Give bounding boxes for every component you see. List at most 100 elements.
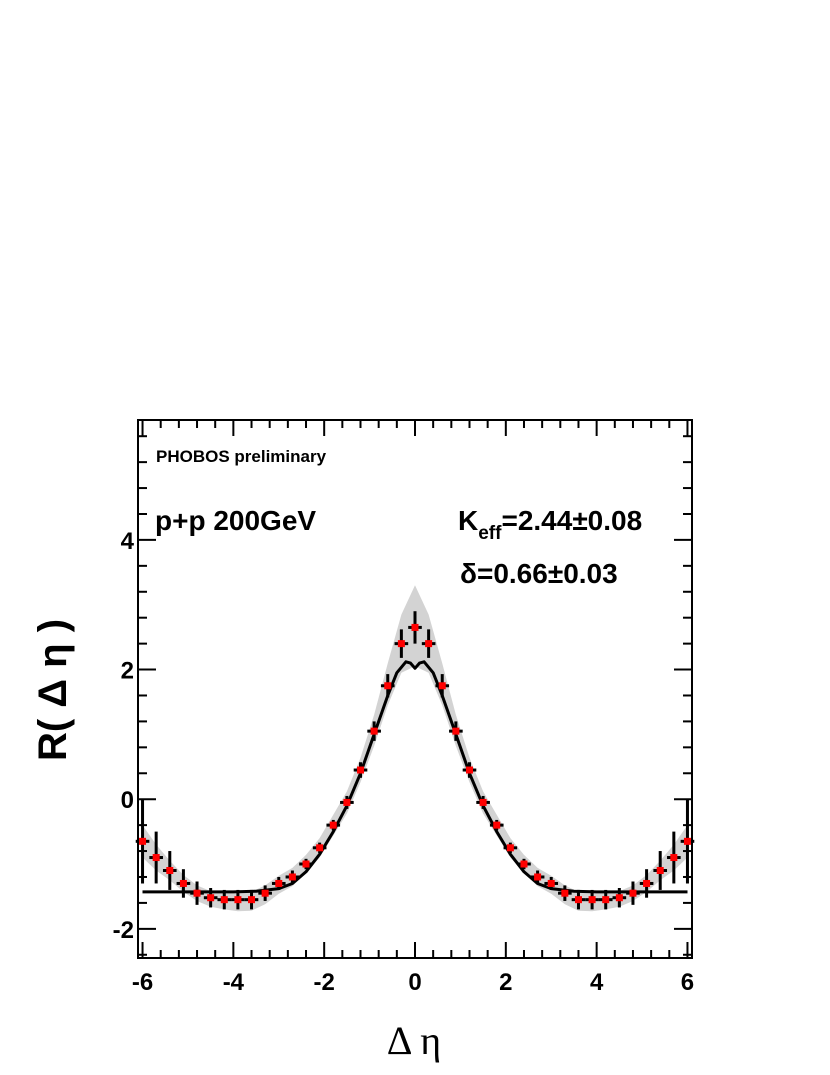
data-point — [544, 876, 559, 890]
data-marker — [166, 866, 174, 874]
data-point — [462, 762, 477, 778]
data-point — [312, 842, 327, 853]
data-marker — [547, 879, 555, 887]
systematic-band — [142, 585, 688, 912]
data-marker — [561, 889, 569, 897]
fit-curve — [142, 660, 688, 894]
data-marker — [574, 896, 582, 904]
x-tick-label: 0 — [408, 969, 421, 996]
data-marker — [234, 896, 242, 904]
data-marker — [275, 879, 283, 887]
data-point — [190, 881, 204, 905]
data-marker — [493, 821, 501, 829]
data-marker — [506, 844, 514, 852]
data-point — [244, 889, 259, 910]
data-point — [231, 889, 245, 910]
x-tick-label: 2 — [499, 969, 512, 996]
data-marker — [397, 640, 405, 648]
data-marker — [248, 896, 256, 904]
data-point — [367, 721, 381, 741]
data-point — [503, 842, 518, 853]
systematic-band-layer — [142, 585, 688, 912]
data-marker — [384, 682, 392, 690]
data-marker — [288, 873, 296, 881]
system-label: p+p 200GeV — [155, 505, 316, 536]
data-point — [476, 795, 490, 809]
data-point — [435, 674, 450, 698]
data-point — [299, 858, 313, 870]
data-marker — [629, 889, 637, 897]
data-point — [271, 876, 286, 890]
k-eff-value: =2.44±0.08 — [501, 505, 642, 536]
data-point — [489, 819, 504, 831]
data-point — [421, 629, 436, 658]
data-marker — [220, 896, 228, 904]
data-marker — [329, 821, 337, 829]
data-marker — [670, 854, 678, 862]
data-points-layer — [135, 611, 695, 910]
k-eff-label: Keff=2.44±0.08 — [458, 505, 642, 544]
data-marker — [179, 879, 187, 887]
data-marker — [411, 623, 419, 631]
data-marker — [452, 727, 460, 735]
data-point — [598, 889, 613, 910]
data-marker — [370, 727, 378, 735]
data-marker — [207, 894, 215, 902]
x-tick-label: 4 — [590, 969, 604, 996]
data-point — [326, 819, 341, 831]
data-marker — [534, 873, 542, 881]
y-tick-label: 0 — [121, 787, 134, 814]
data-marker — [357, 766, 365, 774]
data-marker — [302, 860, 310, 868]
data-marker — [615, 894, 623, 902]
data-marker — [438, 682, 446, 690]
data-marker — [602, 896, 610, 904]
x-tick-label: -4 — [223, 969, 245, 996]
data-point — [517, 858, 531, 870]
data-point — [394, 629, 409, 658]
delta-label: δ=0.66±0.03 — [460, 558, 618, 589]
data-point — [176, 869, 191, 898]
data-point — [571, 889, 586, 910]
data-marker — [193, 889, 201, 897]
data-point — [653, 851, 668, 890]
data-point — [667, 831, 681, 884]
data-point — [380, 674, 395, 698]
data-marker — [139, 837, 147, 845]
data-point — [408, 611, 422, 644]
data-point — [285, 870, 300, 884]
data-marker — [656, 866, 664, 874]
x-tick-label: -6 — [132, 969, 153, 996]
data-marker — [343, 798, 351, 806]
data-point — [162, 851, 177, 890]
data-marker — [520, 860, 528, 868]
experiment-label: PHOBOS preliminary — [156, 447, 327, 466]
y-tick-label: -2 — [113, 917, 134, 944]
data-point — [203, 887, 218, 908]
y-axis-label: R( Δ η ) — [31, 619, 75, 761]
data-point — [530, 870, 545, 884]
data-point — [340, 795, 354, 809]
fit-curve-layer — [142, 660, 688, 894]
x-tick-label: 6 — [681, 969, 694, 996]
data-point — [639, 869, 654, 898]
data-point — [258, 885, 272, 901]
plot-frame — [137, 419, 693, 959]
data-marker — [465, 766, 473, 774]
data-point — [353, 762, 368, 778]
data-marker — [683, 837, 691, 845]
data-marker — [425, 640, 433, 648]
data-marker — [152, 854, 160, 862]
data-point — [149, 831, 163, 884]
k-eff-subscript: eff — [478, 523, 502, 544]
data-point — [217, 889, 232, 910]
data-marker — [261, 889, 269, 897]
axes-ticks-layer: -6 -4 -2 0 2 4 6 -2 0 2 4 — [113, 420, 694, 996]
y-tick-label: 2 — [121, 658, 134, 685]
data-point — [449, 721, 463, 741]
y-tick-label: 4 — [121, 528, 135, 555]
data-point — [558, 885, 572, 901]
k-eff-main: K — [458, 505, 478, 536]
data-marker — [479, 798, 487, 806]
